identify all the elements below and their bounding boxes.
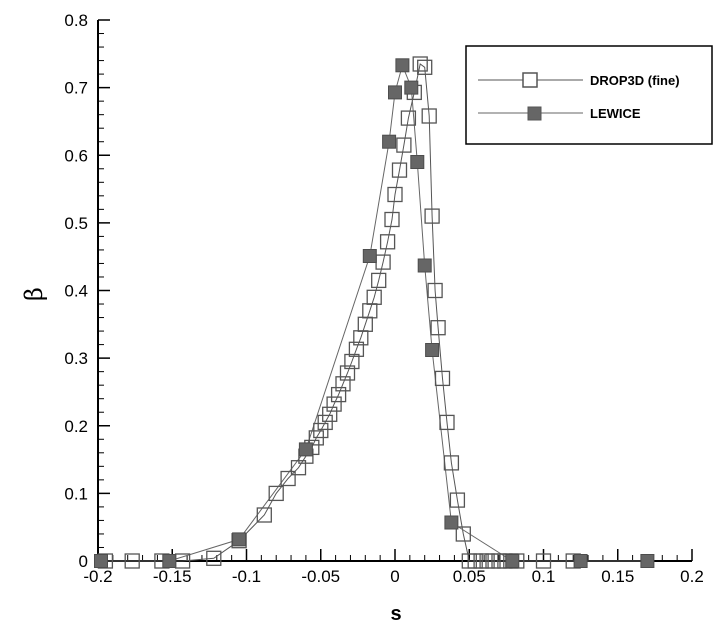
x-tick-label: 0 bbox=[390, 567, 399, 586]
y-tick-label: 0.7 bbox=[64, 79, 88, 98]
data-point-lewice bbox=[417, 258, 432, 273]
data-point-drop3d-fine bbox=[313, 422, 329, 439]
data-point-drop3d-fine bbox=[421, 108, 437, 124]
data-point-lewice bbox=[410, 155, 425, 169]
x-tick-label: 0.05 bbox=[453, 567, 486, 586]
data-point-drop3d-fine bbox=[412, 56, 428, 72]
y-tick-label: 0.5 bbox=[64, 214, 88, 233]
data-point-drop3d-fine bbox=[322, 406, 338, 422]
data-point-lewice bbox=[425, 343, 440, 357]
legend-marker-drop3d bbox=[522, 72, 538, 88]
legend: DROP3D (fine) LEWICE bbox=[465, 45, 713, 145]
data-point-drop3d-fine bbox=[344, 353, 360, 370]
data-point-drop3d-fine bbox=[449, 492, 466, 508]
x-tick-label: -0.1 bbox=[232, 567, 261, 586]
data-point-drop3d-fine bbox=[366, 289, 382, 305]
data-point-lewice bbox=[640, 554, 655, 568]
data-point-drop3d-fine bbox=[430, 320, 446, 336]
series-line-drop3d-fine bbox=[105, 63, 574, 562]
x-tick-label: -0.05 bbox=[301, 567, 340, 586]
x-tick-label: 0.1 bbox=[532, 567, 556, 586]
series-line-lewice bbox=[101, 63, 648, 562]
data-point-drop3d-fine bbox=[443, 455, 460, 471]
data-point-lewice bbox=[94, 554, 108, 568]
legend-label-lewice: LEWICE bbox=[590, 106, 641, 121]
y-tick-label: 0.4 bbox=[64, 282, 88, 301]
data-point-lewice bbox=[388, 85, 402, 100]
data-point-lewice bbox=[404, 80, 419, 95]
data-point-lewice bbox=[162, 554, 177, 568]
y-tick-label: 0.3 bbox=[64, 349, 88, 368]
data-point-lewice bbox=[395, 58, 410, 73]
data-point-drop3d-fine bbox=[434, 370, 451, 387]
data-point-drop3d-fine bbox=[330, 386, 347, 403]
x-tick-label: 0.15 bbox=[601, 567, 634, 586]
data-point-drop3d-fine bbox=[371, 272, 387, 289]
data-point-drop3d-fine bbox=[280, 470, 296, 487]
x-axis-ticks: -0.2 -0.15 -0.1 -0.05 0 0.05 0.1 0.15 0.2 bbox=[83, 549, 704, 586]
data-point-drop3d-fine bbox=[439, 414, 455, 431]
data-point-lewice bbox=[232, 532, 247, 547]
data-point-drop3d-fine bbox=[256, 507, 272, 523]
data-point-drop3d-fine bbox=[396, 137, 412, 153]
data-point-drop3d-fine bbox=[455, 526, 471, 542]
data-point-lewice bbox=[505, 554, 520, 568]
x-tick-label: 0.2 bbox=[680, 567, 704, 586]
data-point-drop3d-fine bbox=[417, 59, 433, 75]
legend-box bbox=[465, 45, 713, 145]
data-point-lewice bbox=[573, 554, 588, 568]
data-point-drop3d-fine bbox=[268, 485, 284, 502]
data-point-lewice bbox=[444, 515, 459, 530]
y-tick-label: 0.2 bbox=[64, 417, 88, 436]
x-tick-label: -0.2 bbox=[83, 567, 112, 586]
data-point-drop3d-fine bbox=[379, 234, 396, 250]
data-point-drop3d-fine bbox=[387, 186, 403, 203]
data-point-lewice bbox=[382, 134, 397, 149]
data-point-drop3d-fine bbox=[206, 550, 222, 566]
data-point-drop3d-fine bbox=[424, 208, 440, 224]
data-point-drop3d-fine bbox=[535, 553, 552, 569]
data-point-lewice bbox=[298, 442, 313, 457]
data-point-drop3d-fine bbox=[124, 553, 140, 569]
data-point-drop3d-fine bbox=[335, 376, 351, 392]
legend-marker-lewice bbox=[527, 106, 542, 121]
y-tick-label: 0.8 bbox=[64, 11, 88, 30]
data-point-drop3d-fine bbox=[427, 282, 443, 299]
data-point-drop3d-fine bbox=[400, 110, 417, 126]
data-point-drop3d-fine bbox=[384, 211, 400, 228]
legend-label-drop3d: DROP3D (fine) bbox=[590, 73, 680, 88]
x-tick-label: -0.15 bbox=[153, 567, 192, 586]
data-point-drop3d-fine bbox=[317, 414, 333, 431]
data-point-drop3d-fine bbox=[348, 341, 365, 357]
data-point-drop3d-fine bbox=[339, 365, 356, 381]
data-point-drop3d-fine bbox=[391, 162, 408, 178]
series-layer bbox=[94, 56, 655, 569]
y-tick-label: 0.1 bbox=[64, 484, 88, 503]
y-tick-label: 0 bbox=[79, 552, 88, 571]
y-axis-title: β bbox=[20, 287, 48, 301]
data-point-drop3d-fine bbox=[326, 396, 342, 412]
data-point-lewice bbox=[362, 249, 377, 263]
y-axis-ticks: 0 0.1 0.2 0.3 0.4 0.5 0.6 0.7 0.8 bbox=[64, 11, 110, 571]
y-tick-label: 0.6 bbox=[64, 146, 88, 165]
x-axis-title: s bbox=[390, 603, 401, 625]
